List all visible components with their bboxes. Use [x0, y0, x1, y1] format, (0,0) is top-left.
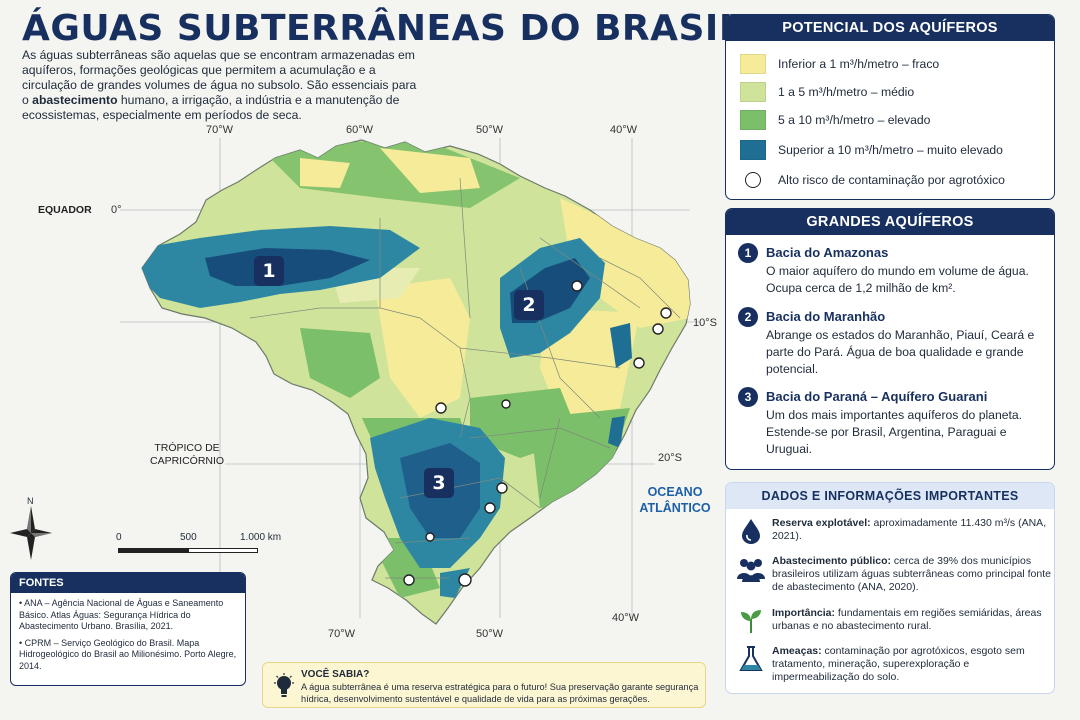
risk-circle-icon: [745, 172, 761, 188]
legend-label-very-high: Superior a 10 m³/h/metro – muito elevado: [778, 143, 1003, 157]
did-you-know-title: VOCÊ SABIA?: [301, 669, 370, 680]
aquifer-item-parana: 3 Bacia do Paraná – Aquífero Guarani Um …: [738, 387, 1048, 467]
aquifer-marker-1[interactable]: 1: [254, 256, 284, 286]
intro-before: As águas subterrâneas são aquelas que se…: [22, 48, 417, 107]
north-label: N: [27, 496, 34, 506]
lon-50-bottom: 50°W: [476, 628, 504, 640]
info-item-supply: Abastecimento público: cerca de 39% dos …: [736, 555, 1052, 601]
potential-zones: [142, 140, 690, 598]
legend-label-risk: Alto risco de contaminação por agrotóxic…: [778, 173, 1005, 187]
info-item-threats: Ameaças: contaminação por agrotóxicos, e…: [736, 645, 1052, 689]
aquifer-desc-2: Abrange os estados do Maranhão, Piauí, C…: [766, 328, 1035, 376]
legend-label-weak: Inferior a 1 m³/h/metro – fraco: [778, 57, 940, 71]
plant-icon: [741, 610, 761, 633]
lon-70-top: 70°W: [206, 124, 234, 136]
page-title: ÁGUAS SUBTERRÂNEAS DO BRASIL: [22, 8, 743, 49]
lon-50-top: 50°W: [476, 124, 504, 136]
lon-40-top: 40°W: [610, 124, 638, 136]
info-text-reserve: aproximadamente 11.430 m³/s (ANA, 2021).: [772, 517, 1047, 542]
flask-icon: [739, 646, 763, 671]
source-item-ana: • ANA – Agência Nacional de Águas e Sane…: [19, 598, 224, 631]
info-text-importance: fundamentais em regiões semiáridas, área…: [772, 607, 1042, 632]
legend-swatch-high: [740, 110, 766, 130]
aquifer-marker-2[interactable]: 2: [514, 290, 544, 320]
lon-60-top: 60°W: [346, 124, 374, 136]
tropic-label: TRÓPICO DE CAPRICÓRNIO: [150, 442, 225, 467]
scale-bar: 0 500 1.000 km: [116, 532, 308, 562]
info-text-supply: cerca de 39% dos municípios brasileiros …: [772, 555, 1051, 593]
aquifers-panel: GRANDES AQUÍFEROS 1 Bacia do Amazonas O …: [725, 208, 1055, 470]
did-you-know-box: VOCÊ SABIA? A água subterrânea é uma res…: [262, 662, 706, 708]
equator-label: EQUADOR: [38, 204, 92, 216]
scale-mid: 500: [180, 532, 197, 543]
legend-panel: POTENCIAL DOS AQUÍFEROS Inferior a 1 m³/…: [725, 14, 1055, 200]
legend-swatch-weak: [740, 54, 766, 74]
aquifer-desc-3: Um dos mais importantes aquíferos do pla…: [766, 408, 1023, 456]
info-label-threats: Ameaças:: [772, 645, 822, 657]
water-drop-icon: [742, 519, 760, 544]
aquifer-desc-1: O maior aquífero do mundo em volume de á…: [766, 264, 1029, 295]
lat-0-label: 0°: [111, 204, 122, 216]
legend-label-high: 5 a 10 m³/h/metro – elevado: [778, 113, 931, 127]
legend-swatch-very-high: [740, 140, 766, 160]
aquifer-marker-3[interactable]: 3: [424, 468, 454, 498]
contamination-points: [403, 280, 672, 587]
ocean-label: OCEANO ATLÂNTICO: [639, 485, 711, 515]
legend-swatch-medium: [740, 82, 766, 102]
lat-10-label: 10°S: [693, 317, 717, 329]
sources-box: FONTES • ANA – Agência Nacional de Águas…: [10, 572, 246, 686]
source-item-cprm: • CPRM – Serviço Geológico do Brasil. Ma…: [19, 637, 237, 671]
info-label-reserve: Reserva explotável:: [772, 517, 871, 529]
aquifer-number-3: 3: [738, 387, 758, 407]
aquifer-name-3: Bacia do Paraná – Aquífero Guarani: [766, 389, 988, 404]
did-you-know-text: A água subterrânea é uma reserva estraté…: [301, 682, 699, 704]
aquifer-name-1: Bacia do Amazonas: [766, 245, 889, 260]
people-icon: [737, 559, 765, 582]
aquifer-item-amazonas: 1 Bacia do Amazonas O maior aquífero do …: [738, 243, 1048, 303]
legend-item-medium: 1 a 5 m³/h/metro – médio: [740, 81, 914, 103]
lat-20-label: 20°S: [658, 452, 682, 464]
info-item-reserve: Reserva explotável: aproximadamente 11.4…: [736, 517, 1052, 549]
legend-item-very-high: Superior a 10 m³/h/metro – muito elevado: [740, 139, 1003, 161]
info-label-importance: Importância:: [772, 607, 836, 619]
scale-end: 1.000 km: [240, 532, 282, 543]
sources-title: FONTES: [11, 573, 245, 593]
intro-after: humano, a irrigação, a indústria e a man…: [22, 93, 400, 122]
info-title: DADOS E INFORMAÇÕES IMPORTANTES: [726, 483, 1054, 509]
legend-title: POTENCIAL DOS AQUÍFEROS: [726, 15, 1054, 41]
info-panel: DADOS E INFORMAÇÕES IMPORTANTES Reserva …: [725, 482, 1055, 694]
intro-text: As águas subterrâneas são aquelas que se…: [22, 48, 417, 123]
info-text-threats: contaminação por agrotóxicos, esgoto sem…: [772, 645, 1025, 683]
lon-70-bottom: 70°W: [328, 628, 356, 640]
aquifer-number-2: 2: [738, 307, 758, 327]
lightbulb-icon: [274, 673, 294, 697]
lon-40-bottom: 40°W: [612, 612, 640, 624]
aquifers-title: GRANDES AQUÍFEROS: [726, 209, 1054, 235]
legend-label-medium: 1 a 5 m³/h/metro – médio: [778, 85, 915, 99]
info-item-importance: Importância: fundamentais em regiões sem…: [736, 607, 1052, 639]
legend-item-weak: Inferior a 1 m³/h/metro – fraco: [740, 53, 939, 75]
aquifer-item-maranhao: 2 Bacia do Maranhão Abrange os estados d…: [738, 307, 1048, 387]
info-label-supply: Abastecimento público:: [772, 555, 892, 567]
intro-bold: abastecimento: [32, 93, 118, 107]
aquifer-number-1: 1: [738, 243, 758, 263]
compass-rose: N: [10, 496, 52, 562]
scale-zero: 0: [116, 532, 122, 543]
compass-icon: [10, 506, 52, 560]
legend-item-high: 5 a 10 m³/h/metro – elevado: [740, 109, 930, 131]
map-area: 70°W 60°W 50°W 40°W 70°W 50°W 40°W EQUAD…: [0, 118, 720, 658]
legend-item-risk: Alto risco de contaminação por agrotóxic…: [740, 169, 1005, 191]
aquifer-name-2: Bacia do Maranhão: [766, 309, 886, 324]
